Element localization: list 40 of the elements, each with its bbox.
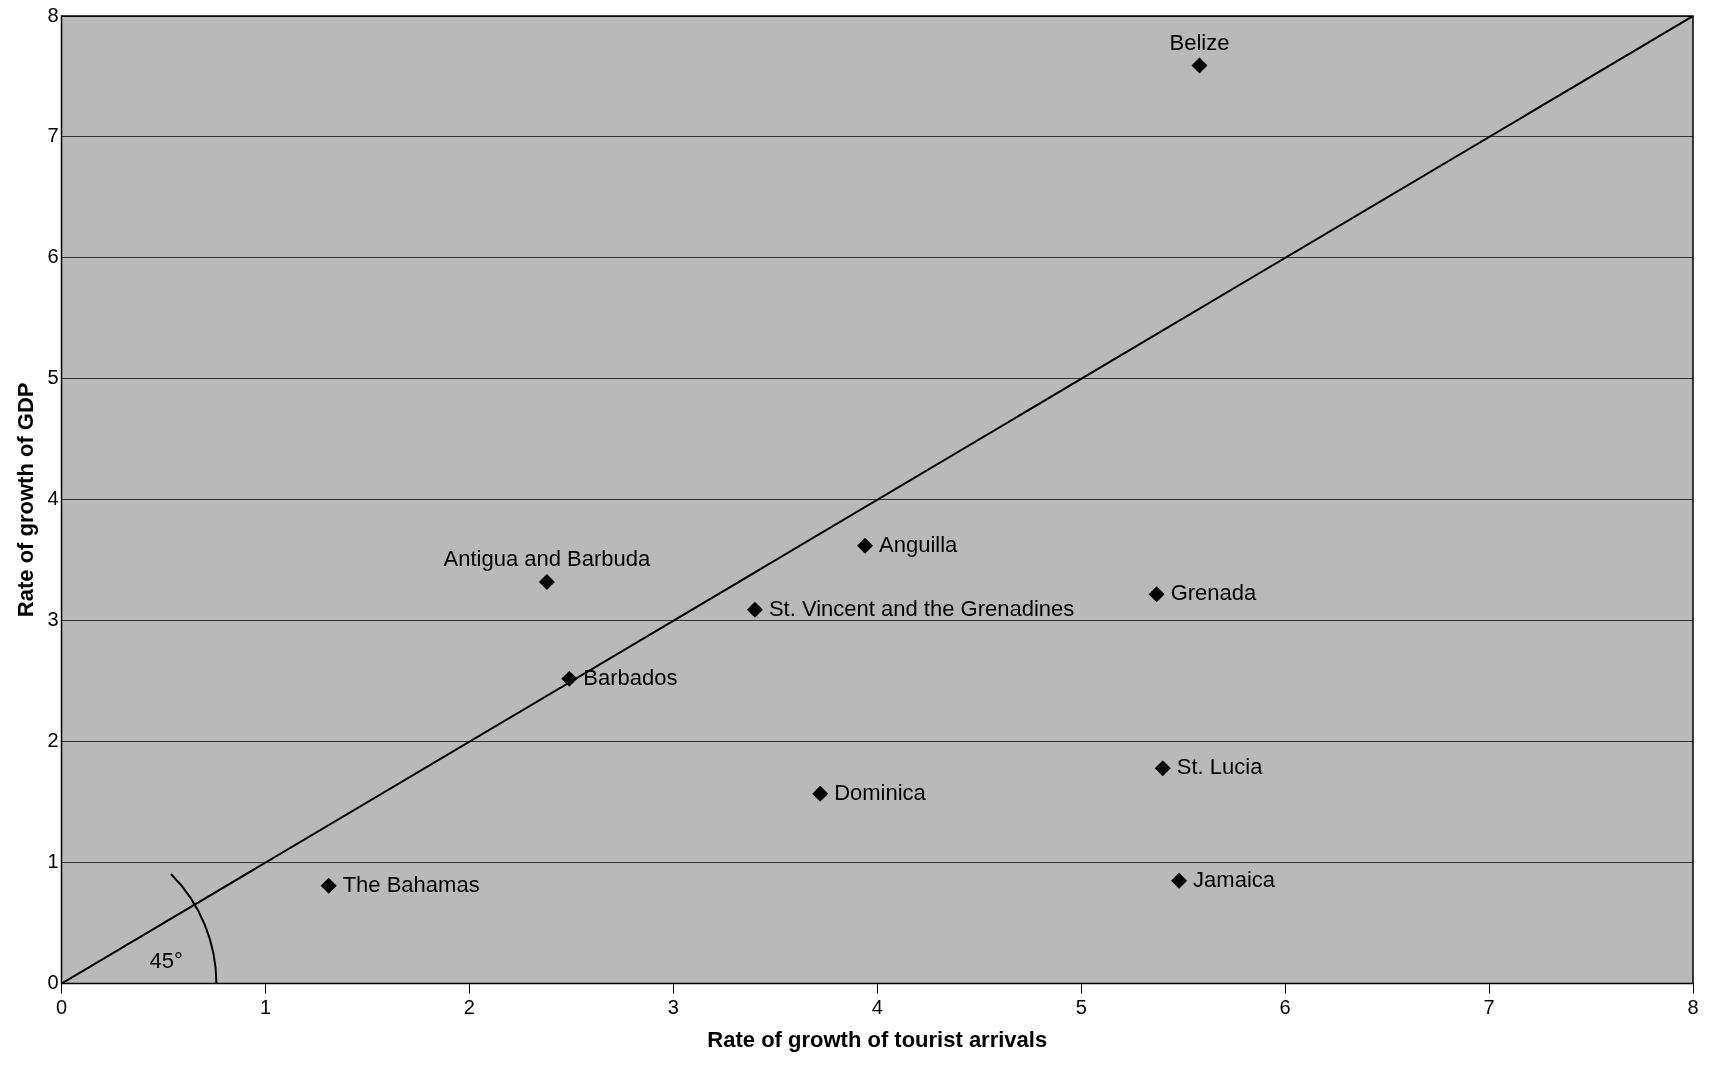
y-tick-label: 6	[47, 245, 59, 268]
annotation: Jamaica	[1193, 866, 1276, 892]
point	[1154, 760, 1171, 777]
y-tick-label: 4	[47, 487, 59, 510]
annotation: Antigua and Barbuda	[443, 546, 652, 572]
y-tick-label: 2	[47, 729, 59, 752]
x-tick-label: 2	[463, 996, 475, 1019]
y-tick-label: 1	[47, 850, 59, 873]
annotation: Dominica	[834, 779, 927, 805]
annotation: Grenada	[1170, 580, 1258, 606]
annotation: Anguilla	[879, 531, 959, 557]
x-tick-label: 3	[667, 996, 679, 1019]
x-tick-label: 6	[1279, 996, 1291, 1019]
point	[561, 670, 578, 687]
x-tick-label: 8	[1687, 996, 1699, 1019]
annotation: Barbados	[583, 664, 678, 690]
x-tick-label: 5	[1075, 996, 1087, 1019]
point	[1191, 57, 1208, 74]
point	[746, 601, 763, 618]
annotation: The Bahamas	[342, 871, 480, 897]
y-tick-label: 8	[47, 3, 59, 26]
point	[1171, 872, 1188, 889]
x-tick-label: 1	[259, 996, 272, 1019]
annotation: 45°	[149, 947, 183, 973]
annotation: Belize	[1169, 29, 1230, 55]
y-tick-label: 3	[47, 608, 59, 631]
x-tick-label: 4	[871, 996, 883, 1019]
point	[857, 537, 874, 554]
y-tick-label: 5	[47, 366, 59, 389]
point	[538, 574, 555, 591]
x-axis-title: Rate of growth of tourist arrivals	[707, 1026, 1048, 1052]
point	[1148, 586, 1165, 603]
point	[320, 877, 337, 894]
y-tick-label: 0	[47, 971, 59, 994]
annotation: St. Vincent and the Grenadines	[768, 595, 1075, 621]
x-tick-label: 7	[1483, 996, 1495, 1019]
point	[812, 785, 829, 802]
y-tick-label: 7	[47, 124, 59, 147]
y-axis-title: Rate of growth of GDP	[13, 382, 39, 618]
annotation: St. Lucia	[1176, 754, 1264, 780]
